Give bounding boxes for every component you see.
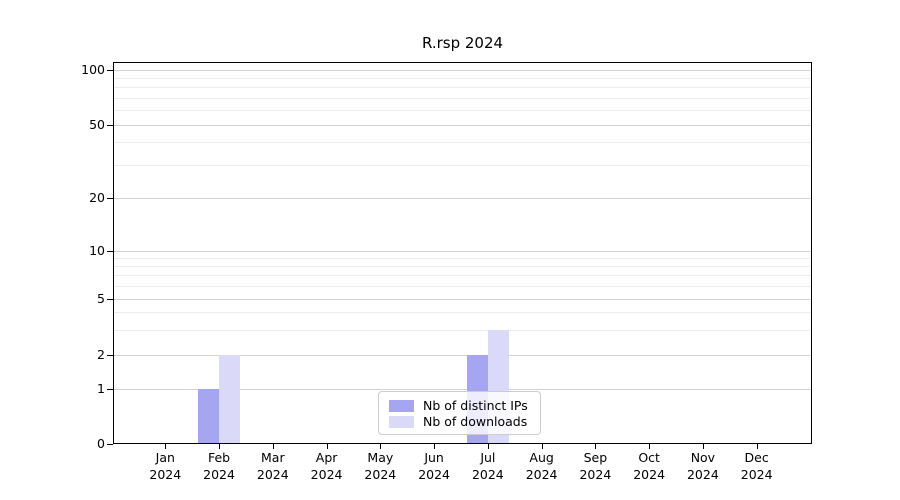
major-gridline — [113, 355, 812, 356]
x-tick-month: Dec — [744, 450, 769, 465]
x-tick-year: 2024 — [310, 466, 343, 482]
x-tick-month: Mar — [261, 450, 285, 465]
major-gridline — [113, 125, 812, 126]
major-gridline — [113, 70, 812, 71]
x-tick-month: May — [367, 450, 394, 465]
x-tick-month: Apr — [315, 450, 338, 465]
y-tick-label: 0 — [97, 436, 105, 451]
x-tick-mark — [272, 444, 274, 449]
y-tick-label: 2 — [97, 347, 105, 362]
minor-gridline — [113, 258, 812, 259]
y-tick-mark — [107, 70, 113, 71]
minor-gridline — [113, 142, 812, 143]
x-tick-year: 2024 — [418, 466, 450, 482]
x-tick-year: 2024 — [525, 466, 558, 482]
x-tick-label-nov: Nov 2024 — [675, 450, 731, 483]
y-tick-mark — [107, 389, 113, 390]
x-tick-month: Jan — [155, 450, 175, 465]
x-tick-month: Nov — [690, 450, 716, 465]
y-tick-mark — [107, 251, 113, 252]
x-tick-label-jan: Jan 2024 — [137, 450, 193, 483]
x-tick-month: Jun — [424, 450, 444, 465]
y-tick-label: 5 — [97, 291, 105, 306]
x-tick-label-mar: Mar 2024 — [245, 450, 301, 483]
x-tick-label-aug: Aug 2024 — [514, 450, 570, 483]
y-tick-mark — [107, 299, 113, 300]
minor-gridline — [113, 87, 812, 88]
y-tick-label: 10 — [89, 243, 105, 258]
x-tick-label-jul: Jul 2024 — [460, 450, 516, 483]
major-gridline — [113, 251, 812, 252]
plot-area: Nb of distinct IPs Nb of downloads — [113, 62, 812, 444]
x-tick-mark — [326, 444, 328, 449]
x-tick-month: Feb — [207, 450, 231, 465]
y-tick-mark — [107, 355, 113, 356]
minor-gridline — [113, 286, 812, 287]
y-tick-mark — [107, 125, 113, 126]
minor-gridline — [113, 78, 812, 79]
x-tick-label-sep: Sep 2024 — [567, 450, 623, 483]
x-tick-mark — [219, 444, 221, 449]
y-tick-label: 20 — [89, 190, 105, 205]
legend-swatch-distinct-ips — [389, 400, 414, 412]
x-tick-mark — [434, 444, 436, 449]
x-tick-year: 2024 — [686, 466, 719, 482]
x-tick-month: Aug — [529, 450, 554, 465]
minor-gridline — [113, 165, 812, 166]
legend-item-downloads: Nb of downloads — [389, 414, 531, 430]
x-tick-year: 2024 — [149, 466, 182, 482]
gridlines-layer — [113, 62, 812, 444]
major-gridline — [113, 389, 812, 390]
y-tick-mark — [107, 444, 113, 445]
y-tick-label: 100 — [81, 62, 105, 77]
minor-gridline — [113, 266, 812, 267]
bar-feb-ips — [198, 389, 220, 444]
minor-gridline — [113, 110, 812, 111]
legend-label-downloads: Nb of downloads — [423, 414, 528, 429]
x-tick-year: 2024 — [471, 466, 504, 482]
x-tick-mark — [649, 444, 651, 449]
minor-gridline — [113, 275, 812, 276]
x-tick-label-dec: Dec 2024 — [729, 450, 785, 483]
bars-layer — [113, 62, 812, 444]
legend-swatch-downloads — [389, 416, 414, 428]
x-tick-mark — [380, 444, 382, 449]
x-tick-month: Oct — [638, 450, 660, 465]
y-tick-mark — [107, 198, 113, 199]
minor-gridline — [113, 330, 812, 331]
x-tick-mark — [756, 444, 758, 449]
x-tick-month: Sep — [583, 450, 608, 465]
x-tick-mark — [595, 444, 597, 449]
x-tick-mark — [165, 444, 167, 449]
minor-gridline — [113, 312, 812, 313]
x-tick-year: 2024 — [633, 466, 666, 482]
legend-item-distinct-ips: Nb of distinct IPs — [389, 398, 531, 414]
x-tick-label-apr: Apr 2024 — [299, 450, 355, 483]
major-gridline — [113, 198, 812, 199]
x-tick-year: 2024 — [579, 466, 612, 482]
x-tick-year: 2024 — [740, 466, 773, 482]
minor-gridline — [113, 98, 812, 99]
x-tick-mark — [702, 444, 704, 449]
y-tick-label: 50 — [89, 117, 105, 132]
major-gridline — [113, 299, 812, 300]
legend-label-distinct-ips: Nb of distinct IPs — [423, 398, 528, 413]
x-tick-label-oct: Oct 2024 — [621, 450, 677, 483]
x-tick-month: Jul — [480, 450, 496, 465]
x-tick-mark — [541, 444, 543, 449]
x-tick-label-feb: Feb 2024 — [191, 450, 247, 483]
x-tick-label-may: May 2024 — [352, 450, 408, 483]
x-tick-year: 2024 — [203, 466, 235, 482]
x-tick-label-jun: Jun 2024 — [406, 450, 462, 483]
x-tick-year: 2024 — [256, 466, 289, 482]
y-tick-label: 1 — [97, 381, 105, 396]
x-tick-mark — [487, 444, 489, 449]
chart-title: R.rsp 2024 — [421, 34, 504, 52]
x-tick-year: 2024 — [364, 466, 397, 482]
bar-feb-downloads — [219, 355, 241, 444]
legend: Nb of distinct IPs Nb of downloads — [378, 391, 541, 435]
